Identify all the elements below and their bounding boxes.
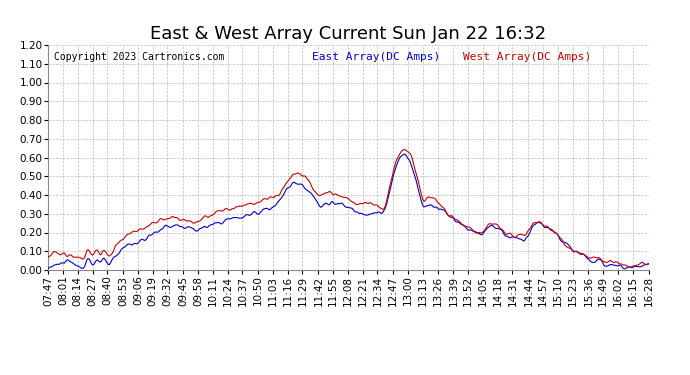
Text: East Array(DC Amps): East Array(DC Amps) bbox=[313, 52, 441, 62]
Text: Copyright 2023 Cartronics.com: Copyright 2023 Cartronics.com bbox=[55, 52, 225, 62]
Text: West Array(DC Amps): West Array(DC Amps) bbox=[462, 52, 591, 62]
Title: East & West Array Current Sun Jan 22 16:32: East & West Array Current Sun Jan 22 16:… bbox=[150, 26, 546, 44]
